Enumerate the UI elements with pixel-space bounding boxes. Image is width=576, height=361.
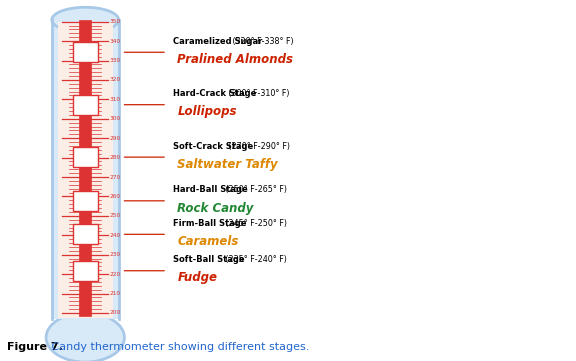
Text: Soft-Crack Stage: Soft-Crack Stage <box>173 142 253 151</box>
Text: 350: 350 <box>109 19 121 24</box>
Text: Hard-Crack Stage: Hard-Crack Stage <box>173 89 256 98</box>
Text: Pralined Almonds: Pralined Almonds <box>177 53 293 66</box>
Text: 320: 320 <box>109 77 121 82</box>
Text: 280: 280 <box>109 155 121 160</box>
Text: (300° F-310° F): (300° F-310° F) <box>226 89 290 98</box>
Text: (245° F-250° F): (245° F-250° F) <box>223 219 287 228</box>
Text: Saltwater Taffy: Saltwater Taffy <box>177 158 278 171</box>
Text: Hard-Ball Stage: Hard-Ball Stage <box>173 185 248 194</box>
Bar <box>52 20 119 319</box>
Text: Caramels: Caramels <box>177 235 239 248</box>
Text: 220: 220 <box>109 271 121 277</box>
Text: 340: 340 <box>109 39 121 44</box>
Ellipse shape <box>52 7 119 32</box>
Text: 240: 240 <box>109 233 121 238</box>
Text: 310: 310 <box>109 97 120 102</box>
Text: Figure 7.: Figure 7. <box>7 342 63 352</box>
Bar <box>73 147 98 167</box>
Bar <box>73 95 98 115</box>
Text: 250: 250 <box>109 213 121 218</box>
Text: 330: 330 <box>109 58 121 63</box>
Text: Caramelized Sugar: Caramelized Sugar <box>173 37 262 46</box>
Bar <box>73 261 98 281</box>
Text: 210: 210 <box>109 291 120 296</box>
Text: 290: 290 <box>109 136 121 141</box>
Text: 300: 300 <box>109 116 121 121</box>
Bar <box>79 20 91 316</box>
Ellipse shape <box>46 313 124 361</box>
Text: 200: 200 <box>109 310 121 316</box>
Text: Firm-Ball Stage: Firm-Ball Stage <box>173 219 247 228</box>
Text: (270° F-290° F): (270° F-290° F) <box>226 142 290 151</box>
Text: (250° F-265° F): (250° F-265° F) <box>223 185 287 194</box>
Text: Fudge: Fudge <box>177 271 217 284</box>
Text: Rock Candy: Rock Candy <box>177 201 254 214</box>
Bar <box>73 191 98 211</box>
Text: (320° F-338° F): (320° F-338° F) <box>230 37 293 46</box>
Text: Lollipops: Lollipops <box>177 105 237 118</box>
Bar <box>73 224 98 244</box>
Text: 230: 230 <box>109 252 121 257</box>
Text: 270: 270 <box>109 174 121 179</box>
Bar <box>58 22 113 318</box>
Bar <box>73 42 98 62</box>
Text: Candy thermometer showing different stages.: Candy thermometer showing different stag… <box>48 342 310 352</box>
Text: 260: 260 <box>109 194 120 199</box>
Text: Soft-Ball Stage: Soft-Ball Stage <box>173 255 244 264</box>
Text: (235° F-240° F): (235° F-240° F) <box>223 255 287 264</box>
